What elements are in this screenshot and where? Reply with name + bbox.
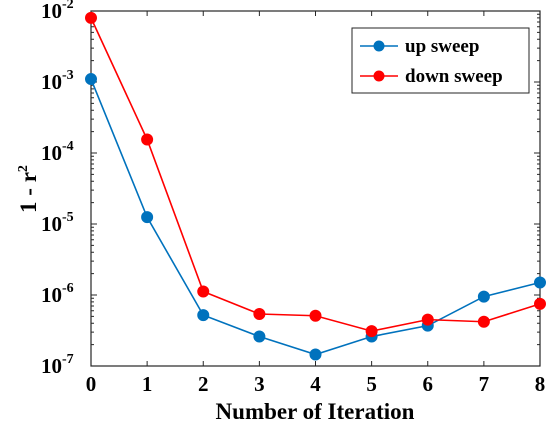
y-tick-base: 10	[41, 354, 62, 378]
y-tick-base: 10	[41, 212, 62, 236]
y-tick-base: 10	[41, 70, 62, 94]
x-axis-title: Number of Iteration	[216, 399, 415, 424]
y-tick-label: 10-3	[41, 68, 74, 94]
x-tick-label: 5	[366, 372, 377, 396]
data-point	[534, 276, 546, 289]
y-tick-exponent: -7	[62, 352, 74, 367]
legend: up sweep down sweep	[351, 27, 530, 94]
y-tick-base: 10	[41, 283, 62, 307]
data-point	[365, 325, 378, 338]
legend-marker	[373, 40, 385, 52]
x-tick-label: 3	[254, 372, 265, 396]
data-point	[534, 297, 546, 310]
data-point	[477, 315, 490, 328]
legend-label: up sweep	[405, 36, 479, 57]
data-point	[141, 133, 154, 146]
y-tick-label: 10-4	[41, 139, 74, 165]
data-point	[253, 308, 266, 321]
y-axis-title: 1 - r2	[16, 165, 41, 213]
y-tick-exponent: -5	[62, 210, 74, 225]
y-tick-exponent: -2	[62, 0, 74, 12]
x-tick-label: 1	[142, 372, 153, 396]
y-tick-exponent: -3	[62, 68, 74, 83]
y-tick-labels: 10-710-610-510-410-310-2	[41, 0, 74, 378]
y-tick-base: 10	[41, 141, 62, 165]
y-tick-label: 10-7	[41, 352, 74, 378]
legend-label: down sweep	[405, 66, 503, 87]
data-point	[197, 285, 210, 298]
y-tick-label: 10-2	[41, 0, 74, 23]
series-down-sweep	[85, 11, 546, 338]
x-tick-marks	[90, 11, 541, 366]
y-tick-exponent: -6	[62, 281, 74, 296]
data-point	[253, 330, 266, 343]
x-tick-label: 7	[479, 372, 490, 396]
data-point	[197, 309, 210, 322]
series-group	[85, 11, 546, 361]
y-tick-label: 10-6	[41, 281, 74, 307]
x-tick-label: 8	[535, 372, 546, 396]
x-tick-label: 4	[310, 372, 321, 396]
data-point	[85, 73, 97, 86]
data-point	[141, 211, 154, 224]
x-tick-label: 0	[86, 372, 97, 396]
y-axis-title-main: 1 - r	[16, 172, 41, 213]
data-point	[309, 348, 322, 361]
y-tick-label: 10-5	[41, 210, 74, 236]
legend-marker	[373, 70, 385, 82]
x-tick-labels: 0 1 2 3 4 5 6 7 8	[86, 372, 546, 396]
y-tick-base: 10	[41, 0, 62, 23]
y-axis-title-sup: 2	[16, 165, 31, 172]
x-tick-label: 6	[423, 372, 434, 396]
legend-box	[351, 27, 530, 94]
data-point	[477, 290, 490, 303]
data-point	[309, 309, 322, 322]
x-tick-label: 2	[198, 372, 209, 396]
y-tick-exponent: -4	[62, 139, 74, 154]
data-point	[85, 11, 97, 24]
data-point	[421, 313, 434, 326]
